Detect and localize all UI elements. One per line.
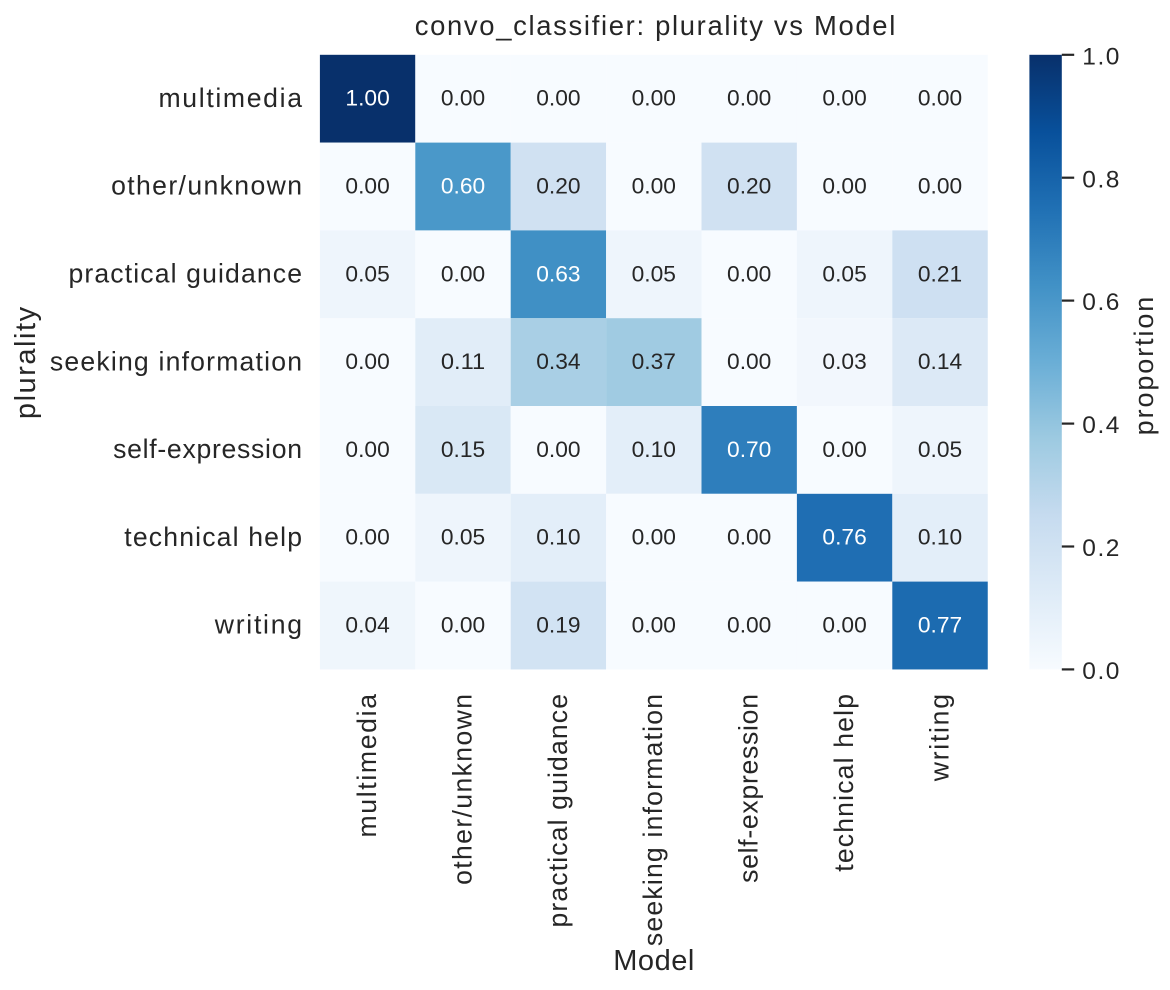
svg-text:0.00: 0.00	[632, 174, 676, 199]
svg-text:0.00: 0.00	[822, 613, 866, 638]
svg-text:0.05: 0.05	[822, 261, 866, 286]
svg-text:0.03: 0.03	[822, 349, 866, 374]
svg-text:0.10: 0.10	[536, 525, 580, 550]
svg-text:practical guidance: practical guidance	[69, 259, 303, 289]
svg-text:0.60: 0.60	[441, 174, 485, 199]
svg-text:0.00: 0.00	[632, 86, 676, 111]
svg-text:0.0: 0.0	[1082, 658, 1119, 685]
svg-text:0.00: 0.00	[536, 437, 580, 462]
svg-text:0.10: 0.10	[632, 437, 676, 462]
svg-text:self-expression: self-expression	[734, 694, 764, 883]
svg-text:seeking information: seeking information	[638, 694, 668, 946]
svg-text:0.00: 0.00	[918, 174, 962, 199]
svg-text:0.19: 0.19	[536, 613, 580, 638]
svg-text:0.00: 0.00	[345, 349, 389, 374]
svg-text:multimedia: multimedia	[159, 83, 303, 113]
svg-text:0.00: 0.00	[822, 174, 866, 199]
svg-text:0.8: 0.8	[1082, 166, 1119, 193]
svg-text:0.00: 0.00	[441, 86, 485, 111]
svg-text:0.05: 0.05	[918, 437, 962, 462]
svg-text:0.00: 0.00	[727, 349, 771, 374]
svg-text:0.05: 0.05	[632, 261, 676, 286]
svg-text:seeking information: seeking information	[50, 346, 302, 376]
svg-text:0.00: 0.00	[441, 613, 485, 638]
svg-text:other/unknown: other/unknown	[111, 171, 302, 201]
svg-text:Model: Model	[613, 945, 694, 977]
svg-text:0.20: 0.20	[727, 174, 771, 199]
svg-text:0.76: 0.76	[822, 525, 866, 550]
svg-text:0.15: 0.15	[441, 437, 485, 462]
svg-text:0.00: 0.00	[727, 261, 771, 286]
svg-text:0.20: 0.20	[536, 174, 580, 199]
svg-text:0.00: 0.00	[727, 525, 771, 550]
svg-text:0.77: 0.77	[918, 613, 962, 638]
svg-text:0.00: 0.00	[441, 261, 485, 286]
svg-text:1.0: 1.0	[1082, 43, 1119, 70]
svg-text:practical guidance: practical guidance	[543, 694, 573, 928]
svg-text:writing: writing	[214, 610, 302, 640]
svg-text:0.63: 0.63	[536, 261, 580, 286]
svg-text:0.37: 0.37	[632, 349, 676, 374]
svg-text:0.2: 0.2	[1082, 535, 1119, 562]
svg-text:plurality: plurality	[10, 306, 42, 419]
svg-text:0.34: 0.34	[536, 349, 580, 374]
svg-text:0.70: 0.70	[727, 437, 771, 462]
svg-text:0.4: 0.4	[1082, 412, 1119, 439]
svg-text:0.10: 0.10	[918, 525, 962, 550]
svg-text:0.05: 0.05	[345, 261, 389, 286]
svg-text:multimedia: multimedia	[352, 694, 382, 838]
svg-text:technical help: technical help	[829, 694, 859, 872]
svg-text:other/unknown: other/unknown	[447, 694, 477, 885]
svg-text:1.00: 1.00	[345, 86, 389, 111]
svg-text:0.00: 0.00	[632, 613, 676, 638]
svg-text:self-expression: self-expression	[113, 434, 302, 464]
svg-text:0.21: 0.21	[918, 261, 962, 286]
svg-text:convo_classifier: plurality vs: convo_classifier: plurality vs Model	[415, 10, 896, 41]
svg-text:writing: writing	[924, 694, 954, 782]
svg-text:0.00: 0.00	[822, 86, 866, 111]
svg-text:0.00: 0.00	[345, 525, 389, 550]
svg-text:0.00: 0.00	[345, 174, 389, 199]
svg-text:0.00: 0.00	[822, 437, 866, 462]
svg-text:0.6: 0.6	[1082, 289, 1119, 316]
svg-text:0.11: 0.11	[441, 349, 485, 374]
svg-text:0.00: 0.00	[345, 437, 389, 462]
svg-text:0.00: 0.00	[632, 525, 676, 550]
svg-text:0.00: 0.00	[727, 86, 771, 111]
svg-text:0.04: 0.04	[345, 613, 389, 638]
svg-text:0.05: 0.05	[441, 525, 485, 550]
svg-text:0.00: 0.00	[918, 86, 962, 111]
svg-text:0.00: 0.00	[727, 613, 771, 638]
svg-text:technical help: technical help	[124, 522, 302, 552]
svg-text:0.14: 0.14	[918, 349, 962, 374]
svg-text:0.00: 0.00	[536, 86, 580, 111]
svg-text:proportion: proportion	[1129, 297, 1159, 436]
